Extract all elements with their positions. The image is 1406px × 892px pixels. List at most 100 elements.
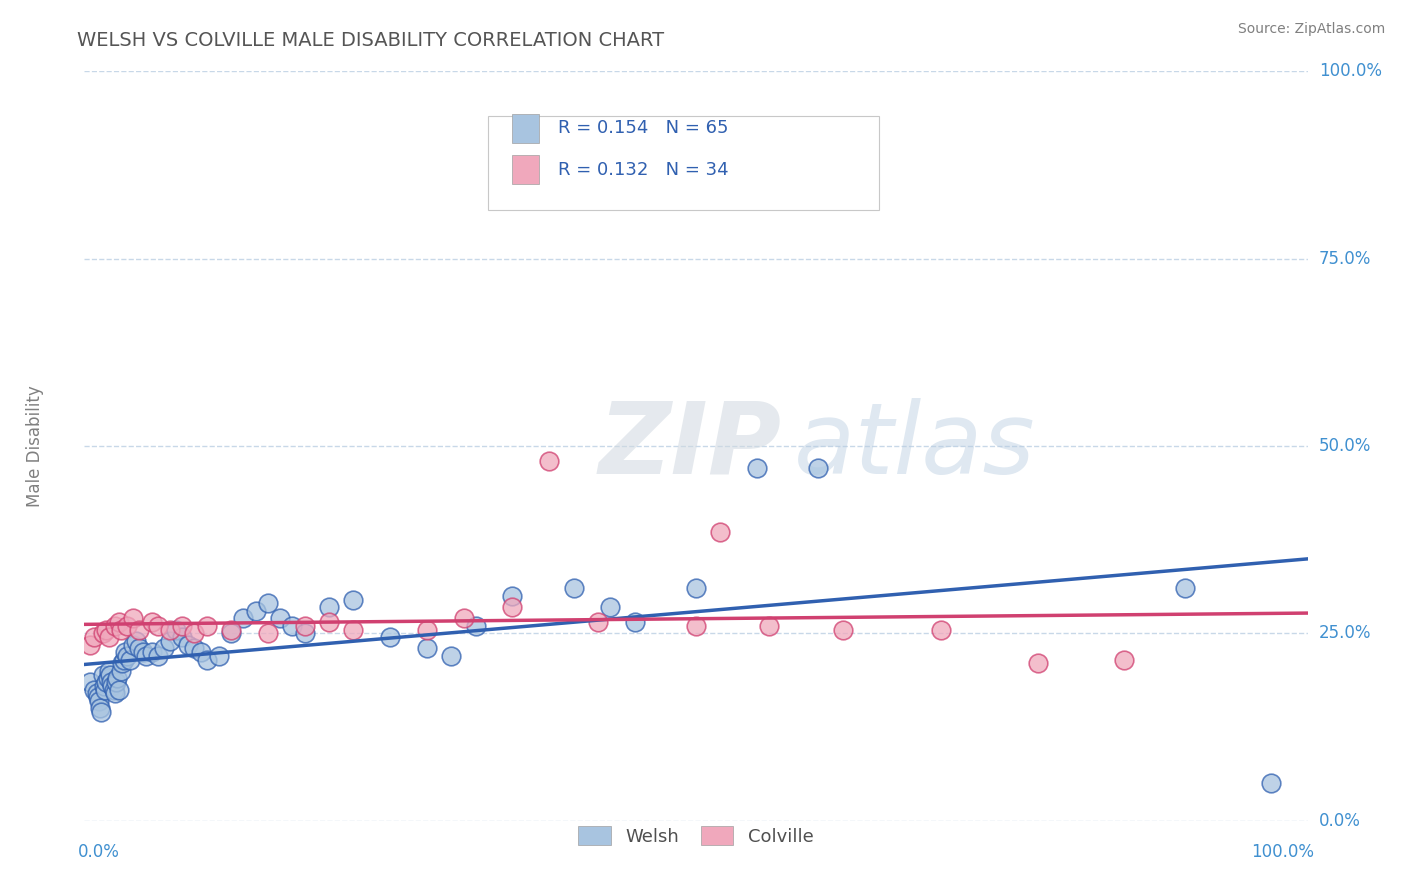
Point bbox=[172, 619, 194, 633]
Point bbox=[110, 664, 132, 678]
Text: atlas: atlas bbox=[794, 398, 1035, 494]
Point bbox=[153, 641, 176, 656]
Point bbox=[165, 623, 187, 637]
Text: 100.0%: 100.0% bbox=[1251, 843, 1313, 861]
Point bbox=[502, 600, 524, 615]
Point bbox=[103, 682, 125, 697]
Point bbox=[599, 600, 621, 615]
Point bbox=[118, 652, 141, 666]
Point bbox=[128, 623, 150, 637]
Text: 75.0%: 75.0% bbox=[1319, 250, 1371, 268]
Point bbox=[257, 626, 280, 640]
Point bbox=[141, 615, 163, 629]
Text: WELSH VS COLVILLE MALE DISABILITY CORRELATION CHART: WELSH VS COLVILLE MALE DISABILITY CORREL… bbox=[77, 31, 665, 50]
Point bbox=[90, 705, 112, 719]
Point bbox=[98, 667, 121, 681]
Point bbox=[269, 611, 291, 625]
Point bbox=[758, 619, 780, 633]
Point bbox=[86, 686, 108, 700]
Point bbox=[416, 623, 439, 637]
Point bbox=[685, 619, 707, 633]
Point bbox=[586, 615, 609, 629]
Point bbox=[208, 648, 231, 663]
Point bbox=[440, 648, 463, 663]
Point bbox=[685, 582, 707, 596]
Point bbox=[114, 645, 136, 659]
Point bbox=[101, 679, 124, 693]
Point bbox=[177, 638, 200, 652]
Point bbox=[128, 641, 150, 656]
Point bbox=[107, 682, 129, 697]
Point bbox=[342, 623, 364, 637]
Point bbox=[159, 623, 181, 637]
Point bbox=[94, 682, 117, 697]
Point bbox=[125, 633, 148, 648]
Point bbox=[83, 630, 105, 644]
Point bbox=[747, 461, 769, 475]
Point bbox=[112, 652, 135, 666]
Text: 25.0%: 25.0% bbox=[1319, 624, 1371, 642]
Text: ZIP: ZIP bbox=[598, 398, 782, 494]
Point bbox=[416, 641, 439, 656]
FancyBboxPatch shape bbox=[488, 116, 880, 210]
Point bbox=[195, 619, 218, 633]
Point bbox=[562, 582, 585, 596]
Point bbox=[294, 626, 316, 640]
Text: 0.0%: 0.0% bbox=[79, 843, 120, 861]
Point bbox=[219, 623, 242, 637]
Point bbox=[79, 638, 101, 652]
Point bbox=[159, 633, 181, 648]
Point bbox=[294, 619, 316, 633]
Point bbox=[100, 675, 122, 690]
Point bbox=[190, 645, 212, 659]
Point bbox=[831, 623, 853, 637]
Point bbox=[115, 619, 138, 633]
Text: 50.0%: 50.0% bbox=[1319, 437, 1371, 455]
Point bbox=[135, 648, 157, 663]
Point bbox=[1028, 657, 1050, 671]
Point bbox=[502, 589, 524, 603]
Point bbox=[232, 611, 254, 625]
Point bbox=[380, 630, 402, 644]
Text: R = 0.154   N = 65: R = 0.154 N = 65 bbox=[558, 120, 728, 137]
Point bbox=[111, 657, 134, 671]
Point bbox=[1114, 652, 1136, 666]
Point bbox=[79, 675, 101, 690]
Point bbox=[97, 630, 120, 644]
Text: Source: ZipAtlas.com: Source: ZipAtlas.com bbox=[1237, 22, 1385, 37]
Point bbox=[96, 623, 118, 637]
Point bbox=[245, 604, 267, 618]
FancyBboxPatch shape bbox=[513, 155, 540, 184]
Point bbox=[91, 626, 114, 640]
Point bbox=[453, 611, 475, 625]
Point bbox=[257, 596, 280, 610]
Point bbox=[105, 675, 128, 690]
Point bbox=[146, 619, 169, 633]
Point bbox=[709, 525, 731, 540]
Point bbox=[87, 690, 110, 704]
Point bbox=[122, 611, 145, 625]
Point bbox=[464, 619, 486, 633]
Point bbox=[342, 592, 364, 607]
Point bbox=[538, 454, 561, 468]
Point bbox=[132, 645, 155, 659]
Point bbox=[105, 671, 128, 685]
Legend: Welsh, Colville: Welsh, Colville bbox=[571, 819, 821, 853]
Point bbox=[172, 630, 194, 644]
Point bbox=[122, 638, 145, 652]
Point bbox=[89, 701, 111, 715]
Point bbox=[318, 615, 340, 629]
Point bbox=[183, 641, 205, 656]
Point bbox=[115, 648, 138, 663]
Point bbox=[104, 619, 127, 633]
Point bbox=[1174, 582, 1197, 596]
Point bbox=[183, 626, 205, 640]
Point bbox=[97, 664, 120, 678]
Point bbox=[87, 694, 110, 708]
Point bbox=[91, 667, 114, 681]
Text: 100.0%: 100.0% bbox=[1319, 62, 1382, 80]
Point bbox=[624, 615, 647, 629]
Text: Male Disability: Male Disability bbox=[27, 385, 45, 507]
Point bbox=[807, 461, 830, 475]
Point bbox=[318, 600, 340, 615]
